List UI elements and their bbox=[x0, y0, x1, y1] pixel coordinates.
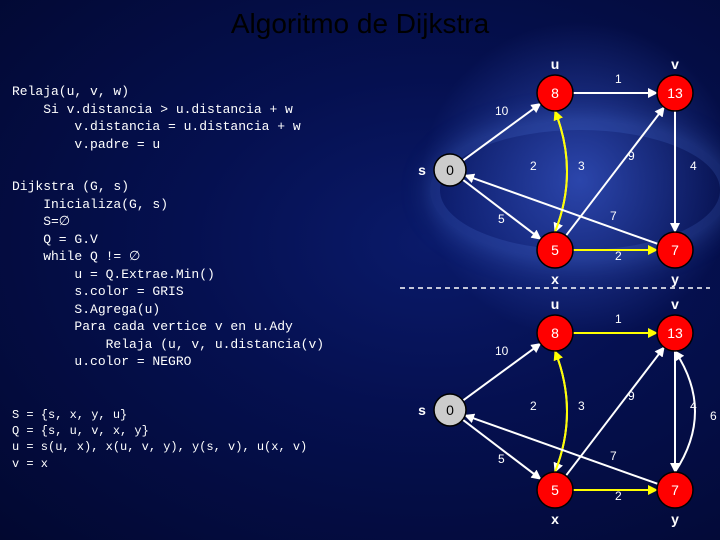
code-trace: S = {s, x, y, u} Q = {s, u, v, x, y} u =… bbox=[12, 407, 307, 472]
node-value-s: 0 bbox=[446, 402, 454, 418]
graph-top: 10 5 1 2 3 9 2 4 7 8 u 13 v 0 s 5 x 7 y bbox=[410, 55, 720, 290]
edge-label-x-v: 9 bbox=[628, 389, 635, 403]
edge-x-u bbox=[555, 111, 567, 232]
edge-label-x-u: 3 bbox=[578, 399, 585, 413]
edge-label-v-y: 4 bbox=[690, 159, 697, 173]
node-outer-label-v: v bbox=[671, 296, 679, 312]
edge-label-x-y: 2 bbox=[615, 489, 622, 503]
edge-label-x-y: 2 bbox=[615, 249, 622, 263]
edge-label-s-u: 10 bbox=[495, 104, 509, 118]
node-value-x: 5 bbox=[551, 482, 559, 498]
edge-label-u-x: 2 bbox=[530, 399, 537, 413]
page-title: Algoritmo de Dijkstra bbox=[0, 8, 720, 40]
node-outer-label-x: x bbox=[551, 511, 559, 527]
node-outer-label-v: v bbox=[671, 56, 679, 72]
edge-label-s-u: 10 bbox=[495, 344, 509, 358]
edge-label-y-s: 7 bbox=[610, 449, 617, 463]
edge-label-y-v: 6 bbox=[710, 409, 717, 423]
edge-label-u-x: 2 bbox=[530, 159, 537, 173]
node-outer-label-x: x bbox=[551, 271, 559, 287]
node-outer-label-s: s bbox=[418, 402, 426, 418]
node-outer-label-y: y bbox=[671, 511, 679, 527]
code-dijkstra: Dijkstra (G, s) Inicializa(G, s) S=∅ Q =… bbox=[12, 178, 324, 371]
edge-label-s-x: 5 bbox=[498, 452, 505, 466]
node-outer-label-u: u bbox=[551, 56, 560, 72]
edge-x-u bbox=[555, 351, 567, 472]
node-value-v: 13 bbox=[667, 85, 683, 101]
graph-bottom: 105123924678u13v0s5x7y bbox=[410, 295, 720, 530]
node-value-y: 7 bbox=[671, 242, 679, 258]
edge-label-x-u: 3 bbox=[578, 159, 585, 173]
node-outer-label-u: u bbox=[551, 296, 560, 312]
edge-label-u-v: 1 bbox=[615, 312, 622, 326]
node-value-u: 8 bbox=[551, 85, 559, 101]
node-outer-label-s: s bbox=[418, 162, 426, 178]
node-value-x: 5 bbox=[551, 242, 559, 258]
edge-label-y-s: 7 bbox=[610, 209, 617, 223]
node-value-v: 13 bbox=[667, 325, 683, 341]
node-value-s: 0 bbox=[446, 162, 454, 178]
node-value-u: 8 bbox=[551, 325, 559, 341]
edge-label-x-v: 9 bbox=[628, 149, 635, 163]
edge-label-u-v: 1 bbox=[615, 72, 622, 86]
code-relaja: Relaja(u, v, w) Si v.distancia > u.dista… bbox=[12, 83, 301, 153]
edge-label-s-x: 5 bbox=[498, 212, 505, 226]
node-outer-label-y: y bbox=[671, 271, 679, 287]
node-value-y: 7 bbox=[671, 482, 679, 498]
